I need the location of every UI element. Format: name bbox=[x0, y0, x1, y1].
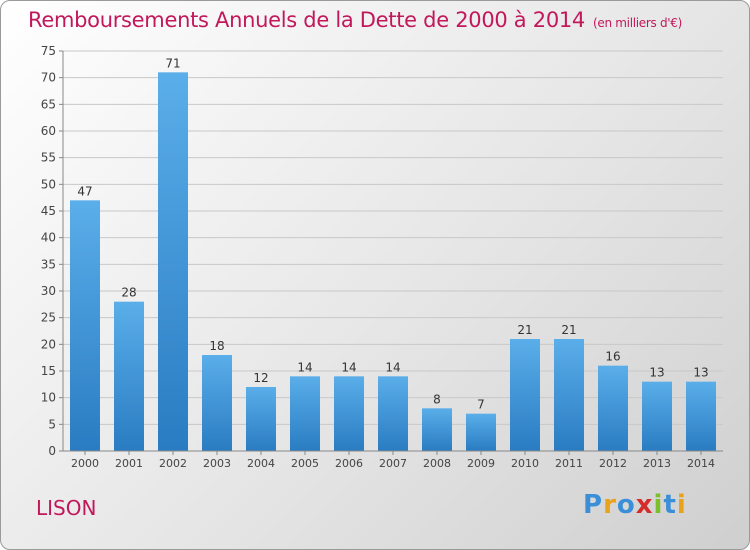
logo-letter: t bbox=[663, 490, 677, 520]
bar-value-label: 28 bbox=[121, 286, 136, 300]
y-tick-label: 55 bbox=[41, 151, 56, 165]
y-tick-label: 25 bbox=[41, 311, 56, 325]
bar-value-label: 8 bbox=[433, 392, 441, 406]
bar bbox=[290, 376, 320, 451]
bar-chart: 47 28 71 18 12 14 14 14 8 7 21 21 16 13 13 0 5 10 15 20 25 3… bbox=[41, 44, 723, 470]
title-text: Remboursements Annuels de la Dette de 20… bbox=[28, 8, 585, 32]
bar-value-label: 13 bbox=[693, 366, 708, 380]
commune-name: LISON bbox=[36, 496, 97, 520]
bar-value-label: 21 bbox=[561, 323, 576, 337]
x-tick-label: 2011 bbox=[555, 457, 583, 470]
x-tick-label: 2008 bbox=[423, 457, 451, 470]
x-tick-label: 2007 bbox=[379, 457, 407, 470]
y-tick-label: 50 bbox=[41, 177, 56, 191]
bar-value-label: 47 bbox=[77, 184, 92, 198]
bar-value-label: 14 bbox=[297, 360, 312, 374]
x-tick-label: 2005 bbox=[291, 457, 319, 470]
logo-letter: i bbox=[653, 490, 664, 520]
bar bbox=[158, 72, 188, 451]
bar bbox=[598, 365, 628, 451]
y-tick-label: 70 bbox=[41, 71, 56, 85]
x-tick-label: 2003 bbox=[203, 457, 231, 470]
logo-letter: P bbox=[583, 490, 604, 520]
logo-letter: o bbox=[616, 490, 636, 520]
bar bbox=[554, 339, 584, 451]
x-tick-label: 2009 bbox=[467, 457, 495, 470]
bar bbox=[686, 381, 716, 451]
chart-title: Remboursements Annuels de la Dette de 20… bbox=[28, 8, 682, 32]
x-tick-label: 2010 bbox=[511, 457, 539, 470]
y-tick-label: 5 bbox=[48, 417, 56, 431]
logo-letter: r bbox=[603, 490, 617, 520]
x-tick-label: 2013 bbox=[643, 457, 671, 470]
x-tick-label: 2001 bbox=[115, 457, 143, 470]
x-tick-label: 2000 bbox=[71, 457, 99, 470]
bar bbox=[70, 200, 100, 451]
bar-value-label: 7 bbox=[477, 398, 485, 412]
bar-value-label: 21 bbox=[517, 323, 532, 337]
y-tick-label: 65 bbox=[41, 97, 56, 111]
bar-value-label: 71 bbox=[165, 56, 180, 70]
proxiti-logo: Proxiti bbox=[583, 490, 687, 520]
logo-letter: x bbox=[635, 490, 654, 520]
y-tick-label: 15 bbox=[41, 364, 56, 378]
bar bbox=[334, 376, 364, 451]
bar bbox=[642, 381, 672, 451]
x-tick-label: 2014 bbox=[687, 457, 715, 470]
bar bbox=[246, 387, 276, 451]
axes: 0 5 10 15 20 25 30 35 40 45 50 55 60 65 70 75 2000 2001 20… bbox=[41, 44, 723, 470]
bar-value-label: 18 bbox=[209, 339, 224, 353]
bar bbox=[466, 413, 496, 451]
bar bbox=[510, 339, 540, 451]
y-tick-label: 60 bbox=[41, 124, 56, 138]
y-tick-label: 35 bbox=[41, 257, 56, 271]
bar-value-label: 12 bbox=[253, 371, 268, 385]
y-tick-label: 20 bbox=[41, 337, 56, 351]
bar bbox=[422, 408, 452, 451]
title-unit: (en milliers d'€) bbox=[593, 16, 683, 30]
bar-value-label: 14 bbox=[341, 360, 356, 374]
y-tick-label: 30 bbox=[41, 284, 56, 298]
x-tick-label: 2012 bbox=[599, 457, 627, 470]
x-tick-label: 2004 bbox=[247, 457, 275, 470]
bar bbox=[202, 355, 232, 451]
bar-value-label: 13 bbox=[649, 366, 664, 380]
bar bbox=[114, 301, 144, 451]
bar-value-label: 16 bbox=[605, 350, 620, 364]
y-tick-label: 45 bbox=[41, 204, 56, 218]
x-tick-label: 2006 bbox=[335, 457, 363, 470]
y-tick-label: 0 bbox=[48, 444, 56, 458]
bars: 47 28 71 18 12 14 14 14 8 7 21 21 16 13 13 bbox=[70, 56, 716, 451]
bar bbox=[378, 376, 408, 451]
y-tick-label: 75 bbox=[41, 44, 56, 58]
logo-letter: i bbox=[676, 490, 687, 520]
x-tick-label: 2002 bbox=[159, 457, 187, 470]
y-tick-label: 40 bbox=[41, 231, 56, 245]
bar-value-label: 14 bbox=[385, 360, 400, 374]
y-tick-label: 10 bbox=[41, 391, 56, 405]
